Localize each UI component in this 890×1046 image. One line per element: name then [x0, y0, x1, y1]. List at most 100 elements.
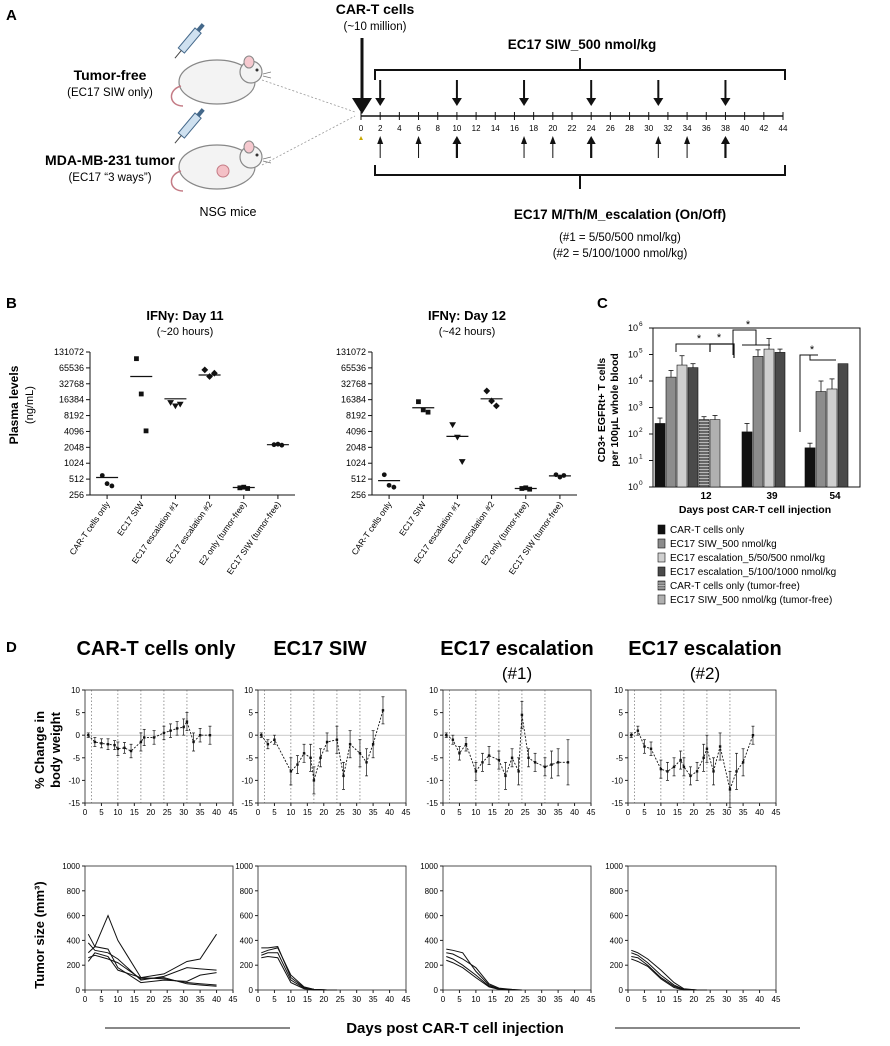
y-tick-label: 131072	[336, 347, 366, 357]
x-tick-label: 20	[146, 995, 155, 1004]
x-tick-label: CAR-T cells only	[67, 499, 112, 557]
data-point	[99, 473, 105, 478]
legend-label: EC17 escalation_5/100/1000 nmol/kg	[670, 567, 836, 578]
x-tick-label: 10	[471, 808, 480, 817]
x-tick-label: 5	[457, 808, 462, 817]
data-point	[543, 765, 547, 769]
y-tick-label: 0	[434, 986, 439, 995]
data-point	[201, 366, 209, 374]
escalation-dose-arrowhead	[549, 136, 556, 144]
data-point	[87, 734, 90, 737]
x-tick-label: 45	[587, 808, 596, 817]
x-tick-label: 20	[689, 995, 698, 1004]
bar	[709, 419, 721, 488]
data-point	[162, 731, 166, 735]
tumor-series-line	[87, 946, 217, 984]
siw-regimen-label: EC17 SIW_500 nmol/kg	[508, 37, 657, 52]
data-point	[705, 747, 709, 750]
x-tick-label: 40	[212, 995, 221, 1004]
panel-b-letter: B	[6, 295, 17, 312]
cd3-ylabel-line1: CD3+ EGFRt+ T cells	[596, 358, 608, 463]
y-tick-label: 0	[249, 731, 254, 740]
data-point	[483, 387, 491, 395]
panel-a-letter: A	[6, 7, 17, 24]
data-point	[192, 740, 195, 744]
x-tick-label: 25	[706, 808, 715, 817]
y-tick-label: 600	[67, 912, 81, 921]
tumor-series-line	[446, 952, 522, 991]
group-title-3: EC17 escalation	[440, 638, 593, 660]
plot-frame	[257, 689, 407, 804]
data-point	[391, 484, 397, 490]
data-point	[497, 758, 501, 762]
x-tick-label: EC17 SIW	[397, 499, 428, 537]
data-point	[134, 356, 139, 362]
x-tick-label: 40	[570, 995, 579, 1004]
data-point	[167, 400, 175, 406]
siw-dose-arrowhead	[720, 98, 731, 106]
data-point	[481, 761, 484, 764]
x-tick-label: 5	[642, 995, 647, 1004]
y-tick-label: 10	[628, 403, 638, 413]
timeline-tick-label: 24	[587, 124, 596, 133]
y-tick-label: 4096	[346, 426, 366, 436]
connector-line	[261, 115, 356, 166]
y-tick-label: 8192	[64, 411, 84, 421]
x-tick-label: 10	[113, 995, 122, 1004]
data-point	[302, 752, 306, 755]
timeline-tick-label: 36	[702, 124, 711, 133]
y-tick-label: 16384	[59, 395, 84, 405]
y-tick-exponent: 6	[639, 321, 643, 328]
y-tick-label: -15	[426, 799, 438, 808]
y-tick-label: 65536	[59, 363, 84, 373]
escalation-dose-arrowhead	[586, 136, 596, 144]
car-t-injection-arrow	[352, 38, 372, 114]
x-tick-label: 5	[99, 808, 104, 817]
y-tick-label: 0	[434, 731, 439, 740]
group-title-2: EC17 SIW	[273, 638, 366, 660]
x-tick-label: 35	[554, 995, 563, 1004]
tumor-chart: 1000 800 600 400 200 00 5 10 15 20 25 30 35 40 45	[235, 862, 411, 1004]
tumor-series-line	[261, 956, 337, 991]
data-point	[458, 459, 466, 465]
significance-bracket	[709, 343, 735, 358]
x-tick-label: 35	[196, 995, 205, 1004]
data-point	[139, 740, 143, 744]
x-tick-label: 15	[673, 808, 682, 817]
x-tick-label: 0	[83, 808, 88, 817]
x-tick-label: 15	[303, 995, 312, 1004]
tumor-label: MDA-MB-231 tumor	[45, 152, 175, 168]
y-tick-label: 200	[67, 961, 81, 970]
y-tick-label: 1000	[420, 862, 438, 871]
connector-line	[261, 79, 356, 113]
bar	[698, 419, 710, 488]
bar	[826, 388, 838, 488]
data-point	[319, 756, 322, 759]
plasma-levels-ylabel: Plasma levels	[7, 365, 21, 444]
tumor-sublabel: (EC17 “3 ways”)	[68, 172, 151, 184]
y-tick-exponent: 5	[639, 348, 643, 355]
siw-bracket	[374, 58, 786, 80]
x-tick-label: 10	[113, 808, 122, 817]
data-point	[113, 743, 116, 747]
legend-label: CAR-T cells only (tumor-free)	[670, 581, 800, 592]
x-tick-label: 12	[700, 491, 712, 502]
data-point	[728, 788, 732, 791]
significance-bracket	[799, 354, 836, 432]
y-tick-label: 8192	[346, 411, 366, 421]
y-tick-label: -5	[431, 754, 439, 763]
ifn-day12-title: IFNγ: Day 12	[428, 308, 506, 323]
weight-series-line	[87, 720, 210, 752]
bar	[752, 356, 764, 488]
siw-dose-arrowhead	[375, 98, 386, 106]
data-point	[566, 761, 570, 764]
data-point	[273, 738, 276, 741]
escalation-dose-arrowhead	[377, 136, 384, 144]
x-tick-label: 45	[772, 808, 781, 817]
legend-label: EC17 escalation_5/50/500 nmol/kg	[670, 553, 825, 564]
y-tick-label: -5	[73, 754, 81, 763]
y-tick-label: -15	[241, 799, 253, 808]
data-point	[712, 770, 715, 773]
escalation-bracket	[374, 165, 786, 189]
